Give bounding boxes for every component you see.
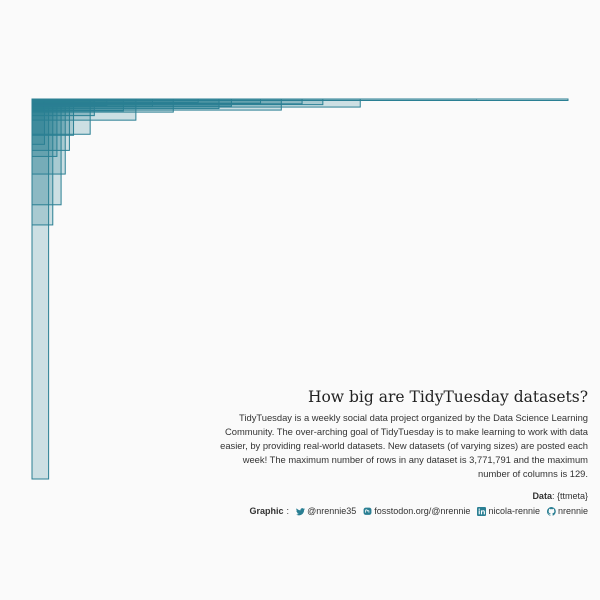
- credit-linkedin-text: nicola-rennie: [488, 506, 540, 516]
- dataset-rect: [31, 98, 45, 145]
- mastodon-icon: [363, 507, 372, 516]
- twitter-icon: [296, 507, 306, 516]
- linkedin-icon: [477, 507, 487, 516]
- credit-github: nrennie: [547, 504, 588, 519]
- credit-linkedin: nicola-rennie: [477, 504, 540, 519]
- credit-github-text: nrennie: [557, 506, 588, 516]
- credit-twitter: @nrennie35: [296, 504, 356, 519]
- credit-mastodon-text: fosstodon.org/@nrennie: [374, 506, 471, 516]
- dataset-rect: [31, 98, 62, 206]
- graphic-credits: Graphic: @nrennie35 fosstodon.org/@nrenn…: [168, 504, 588, 519]
- dataset-rectangles: [31, 98, 569, 480]
- credit-mastodon: fosstodon.org/@nrennie: [363, 504, 470, 519]
- dataset-rect: [31, 98, 70, 151]
- credit-twitter-text: @nrennie35: [307, 506, 357, 516]
- data-source-line: Data: {ttmeta}: [532, 491, 588, 501]
- chart-text-block: How big are TidyTuesday datasets? TidyTu…: [216, 387, 588, 481]
- graphic-label: Graphic: [249, 506, 284, 516]
- chart-subtitle: TidyTuesday is a weekly social data proj…: [220, 412, 588, 479]
- caption: Data: {ttmeta} Graphic: @nrennie35 fosst…: [168, 489, 588, 519]
- data-source-value: {ttmeta}: [556, 491, 588, 501]
- github-icon: [547, 507, 556, 516]
- dataset-rect: [31, 98, 569, 101]
- chart-title: How big are TidyTuesday datasets?: [307, 388, 588, 406]
- data-source-label: Data: [532, 491, 552, 501]
